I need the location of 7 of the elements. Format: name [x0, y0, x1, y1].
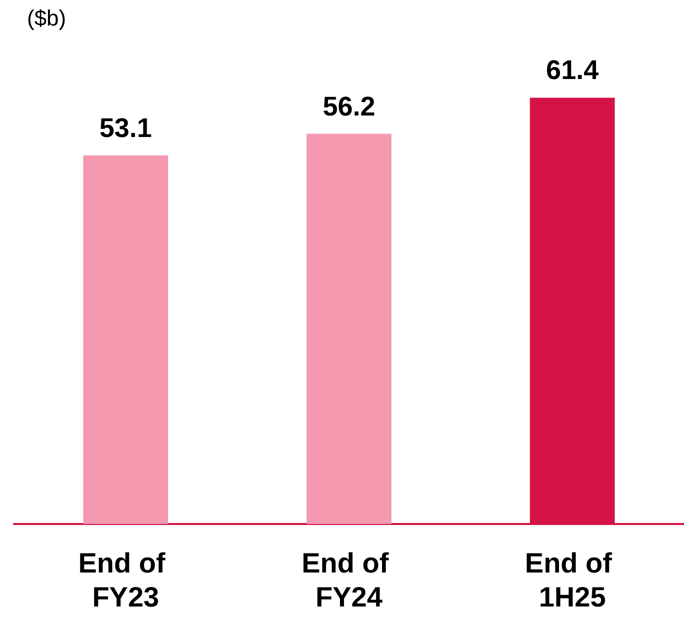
x-tick-label: End of FY23 [78, 548, 174, 612]
x-tick-label: End of FY24 [302, 548, 396, 612]
x-tick-label: End of 1H25 [524, 548, 620, 612]
y-axis-title: ($b) [27, 6, 66, 30]
data-label: 61.4 [546, 55, 599, 86]
data-label: 53.1 [99, 112, 152, 143]
data-label: 56.2 [322, 91, 376, 122]
